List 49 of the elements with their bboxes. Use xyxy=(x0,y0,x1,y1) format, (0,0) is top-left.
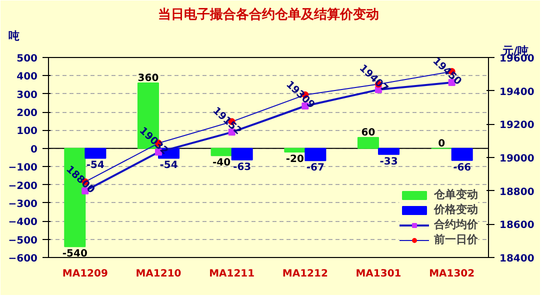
x-tick-label: MA1209 xyxy=(62,268,108,280)
x-tick-label: MA1211 xyxy=(209,268,255,280)
bar xyxy=(231,148,253,160)
y-tick-label: −500 xyxy=(8,235,38,246)
y2-tick-label: 19000 xyxy=(500,154,534,164)
y2-tick-label: 19400 xyxy=(500,86,534,98)
x-tick-label: MA1302 xyxy=(429,268,475,280)
legend-label: 合约均价 xyxy=(434,217,478,232)
chart-title: 当日电子撮合各合约仓单及结算价变动 xyxy=(158,6,379,22)
data-label: -67 xyxy=(306,162,325,174)
data-label: -540 xyxy=(62,248,88,260)
bar xyxy=(284,148,306,153)
bar xyxy=(357,137,379,149)
y-tick-label: −300 xyxy=(8,198,38,210)
y-axis-title: 吨 xyxy=(8,30,20,42)
y2-tick-label: 18400 xyxy=(500,254,534,264)
bar xyxy=(304,148,326,162)
y-tick-label: 500 xyxy=(16,54,38,64)
y-tick-label: 300 xyxy=(16,90,38,101)
legend-label: 价格变动 xyxy=(434,202,478,217)
bar xyxy=(210,148,232,156)
x-tick-label: MA1210 xyxy=(136,268,182,280)
y-tick-label: 100 xyxy=(16,126,38,138)
y-tick-label: −600 xyxy=(8,254,38,264)
data-label: -54 xyxy=(160,160,178,172)
y2-tick-label: 19200 xyxy=(500,120,534,132)
y-tick-label: −100 xyxy=(8,162,38,174)
legend-label: 前一日价 xyxy=(434,232,478,247)
y-tick-label: 400 xyxy=(16,72,38,83)
data-label: -66 xyxy=(453,162,472,174)
data-label: 60 xyxy=(361,128,376,138)
y2-tick-label: 18800 xyxy=(500,186,534,198)
bar xyxy=(378,148,400,155)
x-tick-label: MA1212 xyxy=(282,268,328,280)
y2-tick-label: 18600 xyxy=(500,220,534,232)
data-label: -33 xyxy=(380,156,398,168)
data-label: 360 xyxy=(138,72,159,84)
legend-label: 仓单变动 xyxy=(434,187,478,202)
y-tick-label: 0 xyxy=(30,144,38,156)
bar xyxy=(84,148,106,159)
y-tick-label: −400 xyxy=(8,217,38,228)
data-label: -40 xyxy=(212,158,231,169)
data-label: -63 xyxy=(233,162,252,173)
data-label: -20 xyxy=(286,154,304,166)
bar xyxy=(451,148,473,161)
y-tick-label: 200 xyxy=(16,108,38,120)
x-tick-label: MA1301 xyxy=(356,268,402,280)
y-tick-label: −200 xyxy=(8,180,38,192)
data-label: 0 xyxy=(438,138,446,150)
